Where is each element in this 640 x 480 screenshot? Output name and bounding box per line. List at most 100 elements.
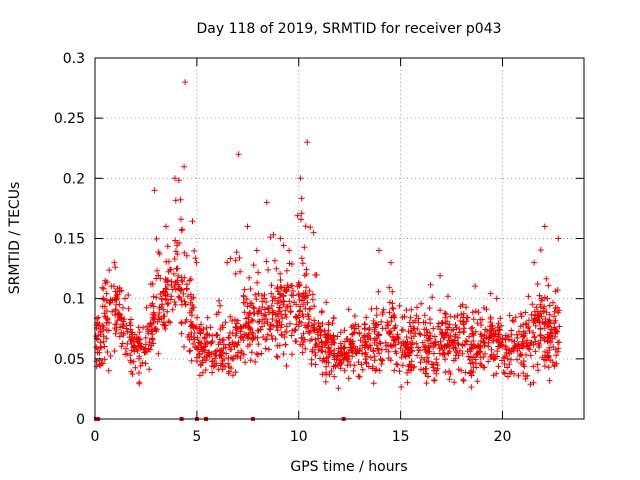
data-point bbox=[456, 329, 463, 336]
data-point bbox=[309, 322, 315, 329]
data-point bbox=[153, 294, 160, 301]
data-point bbox=[364, 344, 371, 351]
data-point bbox=[391, 314, 398, 321]
data-point bbox=[296, 308, 303, 315]
data-point bbox=[193, 354, 200, 361]
data-point bbox=[227, 313, 234, 320]
data-point bbox=[291, 299, 298, 306]
data-point bbox=[359, 350, 366, 357]
data-point bbox=[349, 349, 356, 355]
data-point bbox=[460, 318, 467, 325]
data-point bbox=[198, 321, 204, 328]
data-point bbox=[361, 321, 368, 327]
data-point bbox=[275, 313, 282, 320]
data-point bbox=[502, 353, 509, 360]
data-point bbox=[280, 242, 287, 249]
data-point bbox=[372, 335, 378, 342]
data-point bbox=[111, 259, 118, 266]
data-point bbox=[315, 319, 322, 326]
data-point bbox=[104, 349, 111, 355]
data-point bbox=[481, 304, 487, 311]
data-point bbox=[479, 316, 486, 323]
data-point bbox=[415, 319, 422, 326]
data-point bbox=[425, 373, 431, 380]
data-point bbox=[113, 297, 120, 303]
data-point bbox=[554, 339, 561, 346]
data-point bbox=[97, 339, 104, 346]
data-point bbox=[156, 316, 163, 323]
data-point bbox=[265, 266, 272, 273]
data-point bbox=[393, 361, 400, 367]
data-point bbox=[495, 363, 502, 370]
data-point bbox=[244, 223, 251, 230]
data-point bbox=[527, 381, 534, 388]
data-point bbox=[151, 187, 158, 194]
data-point bbox=[171, 175, 178, 182]
data-point bbox=[481, 342, 488, 349]
data-point bbox=[407, 367, 414, 374]
data-point bbox=[373, 366, 380, 373]
data-point bbox=[317, 332, 324, 339]
data-points bbox=[93, 79, 563, 421]
data-point bbox=[261, 320, 268, 327]
data-point bbox=[522, 309, 529, 316]
data-point bbox=[493, 295, 500, 302]
data-point bbox=[233, 249, 240, 256]
data-point bbox=[114, 291, 121, 298]
data-point bbox=[536, 292, 543, 299]
data-point bbox=[367, 335, 374, 342]
data-point bbox=[451, 379, 458, 386]
data-point bbox=[172, 301, 179, 308]
data-point bbox=[485, 358, 492, 365]
data-point bbox=[460, 377, 467, 384]
data-point bbox=[323, 299, 330, 306]
data-point bbox=[125, 292, 132, 298]
data-point bbox=[276, 304, 283, 311]
data-point bbox=[316, 343, 323, 350]
data-point bbox=[437, 272, 444, 279]
data-point bbox=[355, 359, 362, 366]
data-point bbox=[442, 314, 449, 321]
data-point bbox=[273, 353, 280, 360]
data-point bbox=[270, 231, 277, 238]
data-point bbox=[395, 334, 402, 340]
data-point bbox=[164, 243, 171, 250]
data-point bbox=[359, 366, 366, 373]
data-point bbox=[454, 312, 461, 319]
data-point bbox=[304, 139, 311, 146]
y-tick-label: 0.1 bbox=[63, 292, 85, 308]
data-point bbox=[516, 328, 522, 335]
data-point bbox=[394, 361, 401, 368]
data-point bbox=[551, 313, 557, 320]
data-point bbox=[293, 314, 300, 321]
data-point bbox=[553, 360, 560, 367]
data-point bbox=[319, 320, 326, 327]
data-point bbox=[310, 229, 317, 236]
data-point bbox=[182, 301, 189, 308]
data-point bbox=[165, 300, 172, 307]
data-point bbox=[282, 307, 289, 314]
data-point bbox=[404, 369, 411, 376]
data-point bbox=[520, 358, 527, 365]
data-point bbox=[525, 325, 532, 332]
data-point bbox=[417, 359, 424, 366]
data-point bbox=[443, 311, 449, 317]
data-point bbox=[247, 286, 254, 292]
data-point bbox=[537, 301, 544, 308]
data-point bbox=[229, 317, 236, 324]
data-point bbox=[341, 327, 348, 334]
data-point bbox=[388, 318, 395, 325]
data-point bbox=[303, 284, 310, 291]
data-point bbox=[106, 299, 113, 306]
data-point bbox=[301, 244, 308, 251]
data-point bbox=[411, 363, 418, 370]
data-point bbox=[216, 353, 223, 360]
data-point bbox=[136, 370, 142, 376]
data-point bbox=[238, 334, 245, 341]
data-point bbox=[515, 372, 522, 379]
data-point bbox=[485, 335, 492, 342]
data-point bbox=[281, 298, 287, 305]
data-point bbox=[403, 334, 410, 340]
data-point bbox=[376, 350, 382, 357]
